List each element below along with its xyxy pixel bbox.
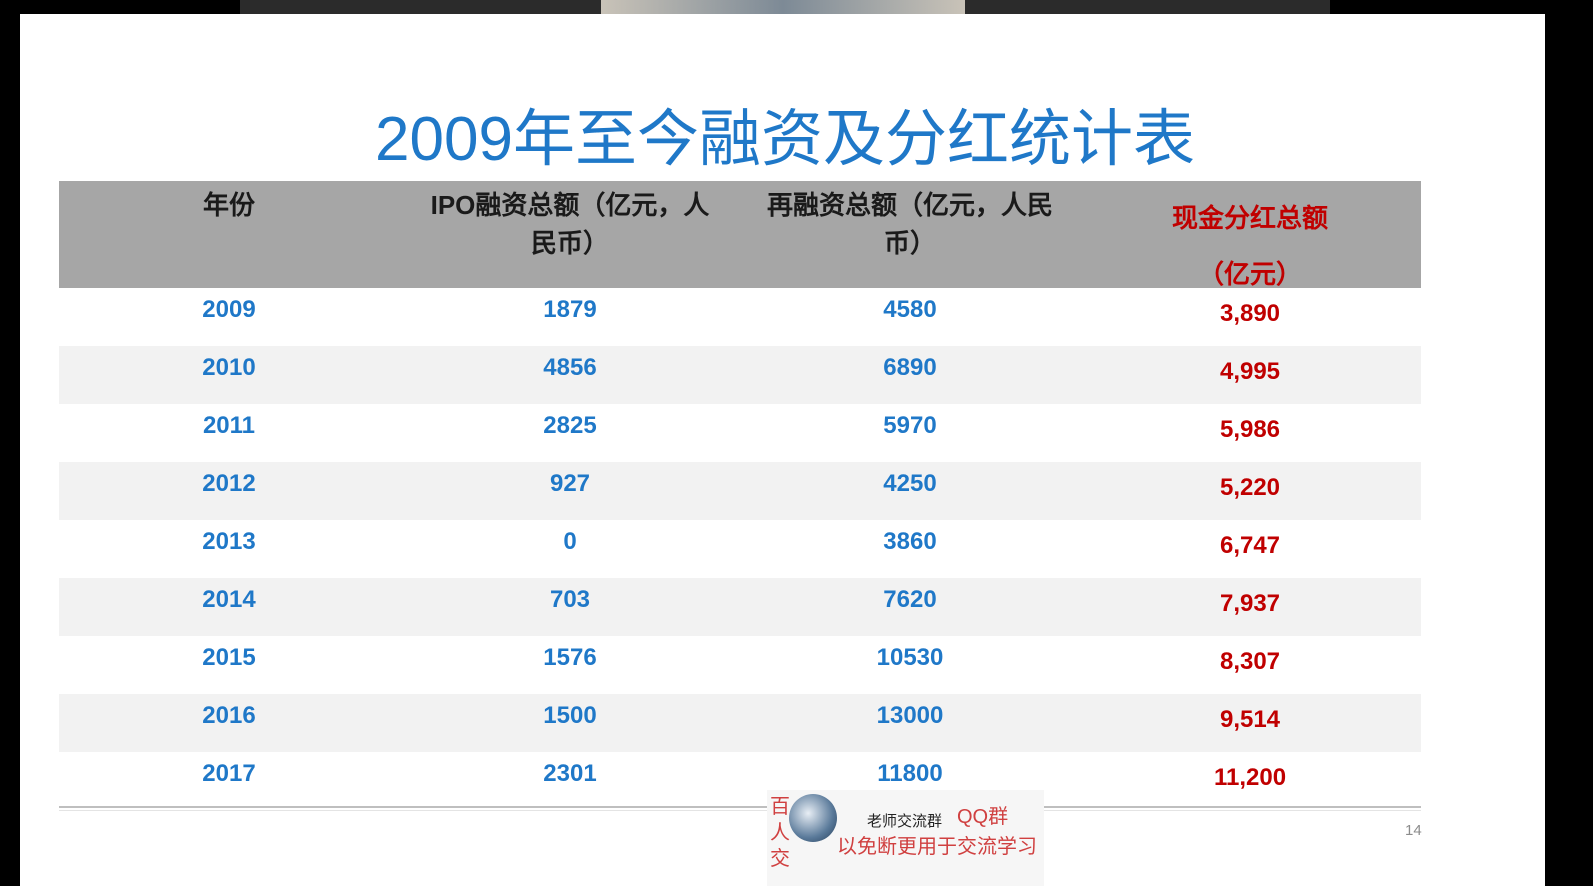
table-cell: 13000 (876, 702, 944, 729)
table-cell: 11,200 (1213, 764, 1287, 791)
table-cell: 2301 (543, 760, 597, 787)
group-name: 老师交流群 (867, 813, 943, 830)
table-cell: 6890 (883, 354, 937, 381)
qq-label: QQ群 (957, 806, 1009, 828)
table-cell: 2016 (202, 702, 256, 729)
table-row (59, 404, 1421, 463)
overlay-vertical-text: 百人交 (770, 796, 790, 870)
table-cell: 5,220 (1219, 474, 1281, 501)
table-cell: 2015 (202, 644, 256, 671)
table-cell: 9,514 (1219, 706, 1281, 733)
table-cell: 2011 (202, 412, 256, 439)
overlay-notice: 以免断更用于交流学习 (837, 836, 1037, 858)
table-row (59, 346, 1421, 405)
table-cell: 1879 (543, 296, 597, 323)
table-cell: 3,890 (1219, 300, 1281, 327)
header-cell: 现金分红总额（亿元） (1171, 203, 1328, 289)
video-thumbnail (601, 0, 965, 14)
table-cell: 0 (563, 528, 577, 555)
table-header (59, 181, 1421, 288)
table-cell: 4,995 (1219, 358, 1281, 385)
table-cell: 4250 (883, 470, 937, 497)
header-cell: IPO融资总额（亿元，人民币） (430, 190, 710, 258)
table-cell: 11800 (877, 760, 943, 787)
table-cell: 3860 (883, 528, 937, 555)
table-row (59, 578, 1421, 637)
table-row (59, 520, 1421, 579)
table-cell: 4580 (883, 296, 937, 323)
header-cell: 年份 (202, 190, 255, 220)
overlay: 百人交 老师交流群 QQ群 以免断更用于交流学习 (767, 790, 1044, 886)
table-cell: 5,986 (1219, 416, 1281, 443)
slide-title: 2009年至今融资及分红统计表 (375, 105, 1195, 174)
table-cell: 1500 (543, 702, 597, 729)
table-cell: 6,747 (1219, 532, 1281, 559)
table-cell: 2825 (543, 412, 597, 439)
table-cell: 4856 (543, 354, 597, 381)
table-cell: 1576 (543, 644, 597, 671)
table-cell: 2009 (202, 296, 256, 323)
table-cell: 2010 (202, 354, 256, 381)
header-cell: 再融资总额（亿元，人民币） (766, 190, 1053, 258)
page-number: 14 (1405, 822, 1422, 839)
table-cell: 2014 (202, 586, 256, 613)
table-cell: 703 (549, 586, 591, 613)
avatar (789, 794, 837, 842)
table-cell: 927 (549, 470, 591, 497)
table-row (59, 752, 1421, 811)
table-cell: 10530 (876, 644, 944, 671)
table-cell: 7620 (883, 586, 937, 613)
table-cell: 2017 (202, 760, 256, 787)
table-row (59, 288, 1421, 347)
table-cell: 7,937 (1219, 590, 1281, 617)
table-cell: 8,307 (1219, 648, 1281, 675)
table-cell: 2013 (202, 528, 256, 555)
table-cell: 5970 (883, 412, 937, 439)
table-cell: 2012 (202, 470, 256, 497)
table-bottom-line (59, 806, 1421, 808)
